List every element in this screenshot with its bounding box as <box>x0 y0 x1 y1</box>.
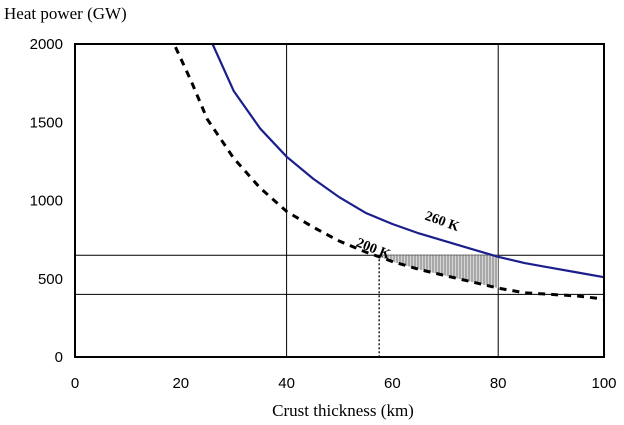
x-tick-label: 0 <box>71 375 79 392</box>
y-tick-label: 0 <box>55 349 63 366</box>
x-tick-label: 60 <box>384 375 401 392</box>
curve-label-260k: 260 K <box>423 209 461 235</box>
x-axis-title: Crust thickness (km) <box>272 401 414 420</box>
series-line-200k <box>174 46 605 301</box>
y-tick-label: 1500 <box>30 114 63 131</box>
series-line-260k <box>211 43 605 279</box>
y-tick-label: 500 <box>38 271 63 288</box>
x-tick-label: 40 <box>278 375 295 392</box>
annotation-layer: 260 K 200 K <box>354 209 461 357</box>
plot-frame <box>74 43 605 358</box>
curve-label-200k: 200 K <box>354 236 393 263</box>
y-tick-label: 2000 <box>30 36 63 53</box>
x-tick-label: 80 <box>490 375 507 392</box>
x-tick-label: 100 <box>591 375 616 392</box>
y-tick-label: 1000 <box>30 193 63 210</box>
series-layer <box>174 43 605 301</box>
y-axis-title: Heat power (GW) <box>4 4 127 23</box>
x-tick-label: 20 <box>172 375 189 392</box>
gridlines <box>75 44 604 357</box>
